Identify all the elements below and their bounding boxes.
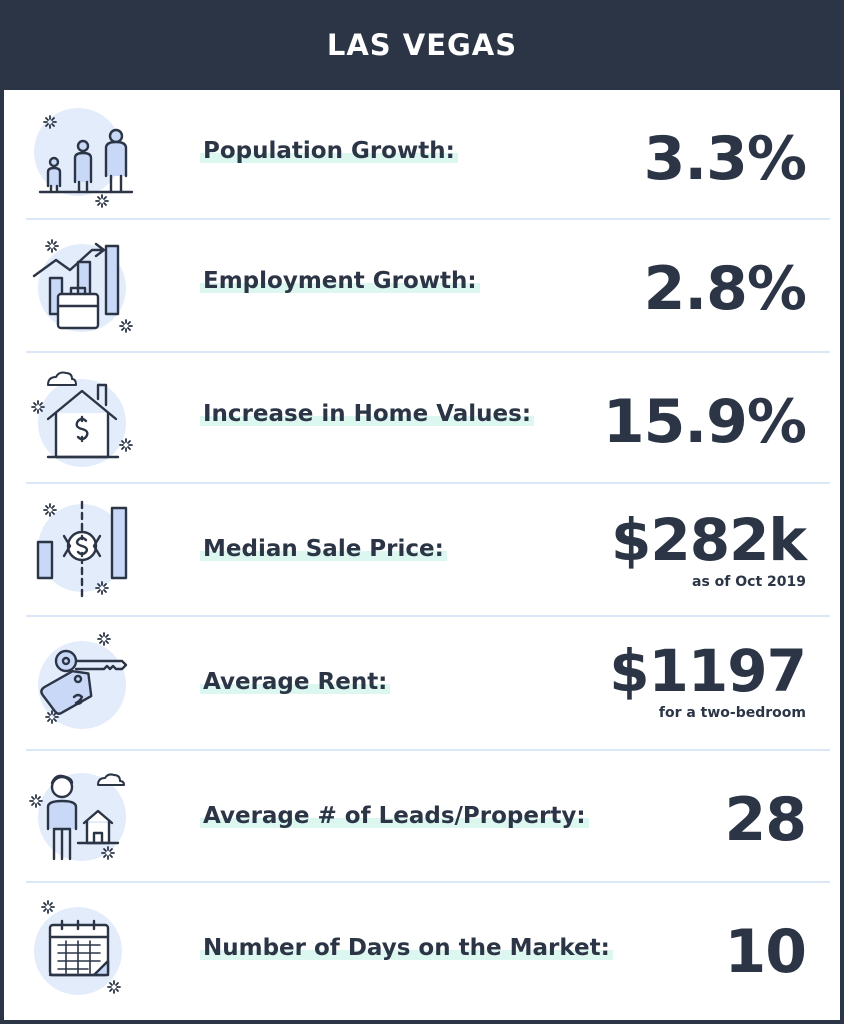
person-house-icon: [26, 759, 136, 869]
stat-row-median-sale-price: Median Sale Price: $282k as of Oct 2019: [4, 484, 840, 614]
stats-panel: Population Growth: 3.3% Employment G: [4, 90, 840, 1020]
row-divider: [26, 749, 830, 751]
row-divider: [26, 218, 830, 220]
employment-chart-icon: [26, 232, 136, 342]
stat-row-average-rent: Average Rent: $1197 for a two-bedroom: [4, 617, 840, 749]
stat-label: Increase in Home Values:: [200, 401, 535, 427]
key-tag-icon: [26, 629, 136, 739]
stat-label: Average Rent:: [200, 669, 391, 695]
stat-value: $282k: [611, 506, 807, 574]
stat-note: as of Oct 2019: [692, 574, 806, 590]
stat-row-population-growth: Population Growth: 3.3%: [4, 90, 840, 220]
row-divider: [26, 351, 830, 353]
stat-label: Number of Days on the Market:: [200, 935, 613, 961]
row-divider: [26, 881, 830, 883]
stat-row-home-values: Increase in Home Values: 15.9%: [4, 353, 840, 483]
stat-value: 15.9%: [602, 387, 807, 457]
stat-label: Average # of Leads/Property:: [200, 803, 589, 829]
house-dollar-icon: [26, 363, 136, 473]
stat-label: Population Growth:: [200, 138, 458, 164]
header-bar: LAS VEGAS: [0, 0, 844, 90]
page-title: LAS VEGAS: [326, 28, 518, 62]
stat-value: $1197: [609, 637, 807, 705]
family-icon: [26, 102, 136, 212]
stat-row-average-leads: Average # of Leads/Property: 28: [4, 751, 840, 882]
row-divider: [26, 482, 830, 484]
stat-value: 28: [724, 785, 807, 855]
stat-value: 2.8%: [643, 254, 807, 324]
stat-row-days-on-market: Number of Days on the Market: 10: [4, 883, 840, 1020]
stat-label: Median Sale Price:: [200, 536, 447, 562]
row-divider: [26, 615, 830, 617]
stat-label: Employment Growth:: [200, 268, 480, 294]
stat-row-employment-growth: Employment Growth: 2.8%: [4, 220, 840, 353]
price-chart-icon: [26, 494, 136, 604]
stat-value: 10: [724, 917, 807, 987]
stat-note: for a two-bedroom: [658, 705, 806, 721]
stat-value: 3.3%: [643, 124, 807, 194]
calendar-icon: [26, 895, 136, 1005]
